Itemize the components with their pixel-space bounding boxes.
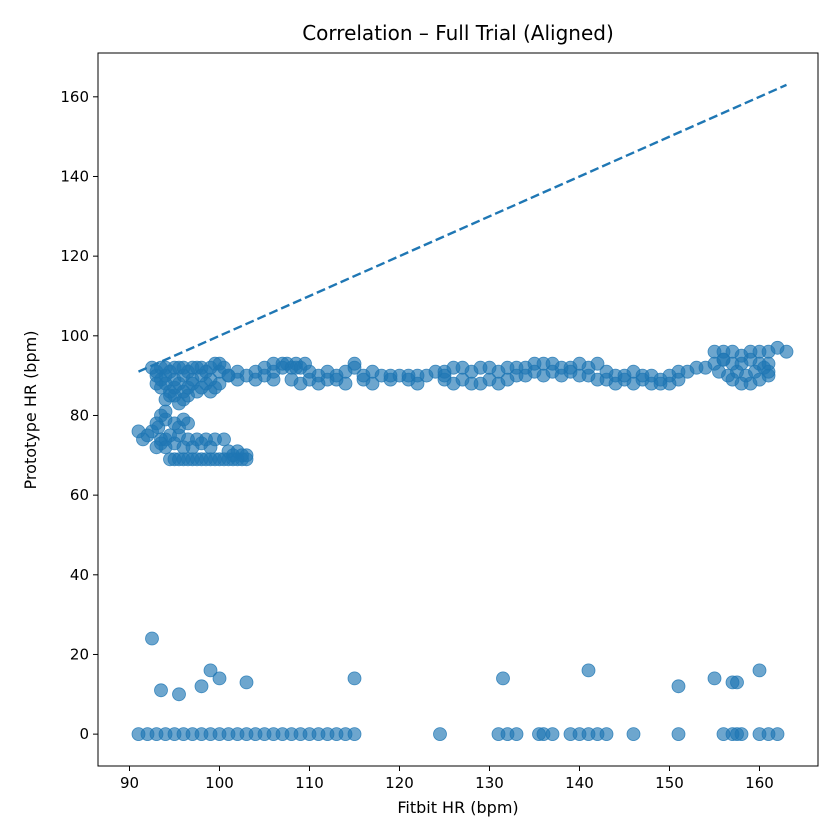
data-point [154,683,168,698]
x-axis-title: Fitbit HR (bpm) [397,798,518,817]
data-point [248,372,263,387]
data-point [203,663,218,678]
data-point [730,675,744,690]
data-point [590,356,605,371]
x-tick-label: 130 [475,774,504,792]
x-tick-label: 120 [385,774,414,792]
data-point [770,727,785,741]
y-tick-label: 20 [70,645,89,663]
data-point [347,356,362,371]
y-tick-label: 60 [70,486,89,504]
x-tick-label: 160 [745,774,774,792]
data-point [203,440,218,455]
data-point [383,372,398,387]
data-point [581,663,596,678]
data-point [433,727,447,741]
data-point [275,356,290,371]
data-point [338,376,353,391]
data-point [752,663,767,678]
data-point [365,376,380,391]
data-point [347,671,362,686]
data-point [266,372,281,387]
x-tick-label: 90 [120,774,139,792]
data-point [181,388,195,403]
y-tick-label: 80 [70,406,89,424]
data-point [761,368,776,383]
data-point [217,432,231,447]
y-axis-title: Prototype HR (bpm) [21,331,40,490]
x-tick-label: 110 [295,774,324,792]
data-point [509,727,524,741]
data-point [671,372,686,387]
data-point [671,679,686,694]
data-point [707,671,722,686]
data-point [145,631,159,646]
chart-title: Correlation – Full Trial (Aligned) [302,21,614,45]
data-point [671,727,686,741]
data-point [734,727,749,741]
data-point [212,671,227,686]
x-tick-label: 150 [655,774,684,792]
data-point [545,727,560,741]
reference-line-layer [138,83,787,373]
data-point [230,372,245,387]
data-point [626,727,641,741]
y-tick-label: 0 [79,725,89,743]
axes: 90 100 110 120 130 140 150 160 0 20 40 60 80 100 120 14… [60,52,819,792]
data-point [761,356,776,371]
data-point [239,675,254,690]
axes-frame [97,52,819,767]
data-points [131,340,794,741]
y-tick-label: 40 [70,566,89,584]
data-point [496,671,510,686]
data-point [172,687,186,702]
data-point [410,376,425,391]
data-point [181,416,195,431]
data-point [779,344,794,359]
data-point [347,727,362,741]
x-tick-label: 100 [205,774,234,792]
data-point [298,356,312,371]
y-tick-label: 100 [60,327,89,345]
y-tick-label: 120 [60,247,89,265]
reference-line [138,83,787,373]
data-point [172,396,186,411]
data-point [599,727,614,741]
y-tick-label: 140 [60,167,89,185]
data-point [203,372,218,387]
data-point [194,679,209,694]
y-tick-label: 160 [60,88,89,106]
data-point [239,448,254,463]
x-tick-label: 140 [565,774,594,792]
